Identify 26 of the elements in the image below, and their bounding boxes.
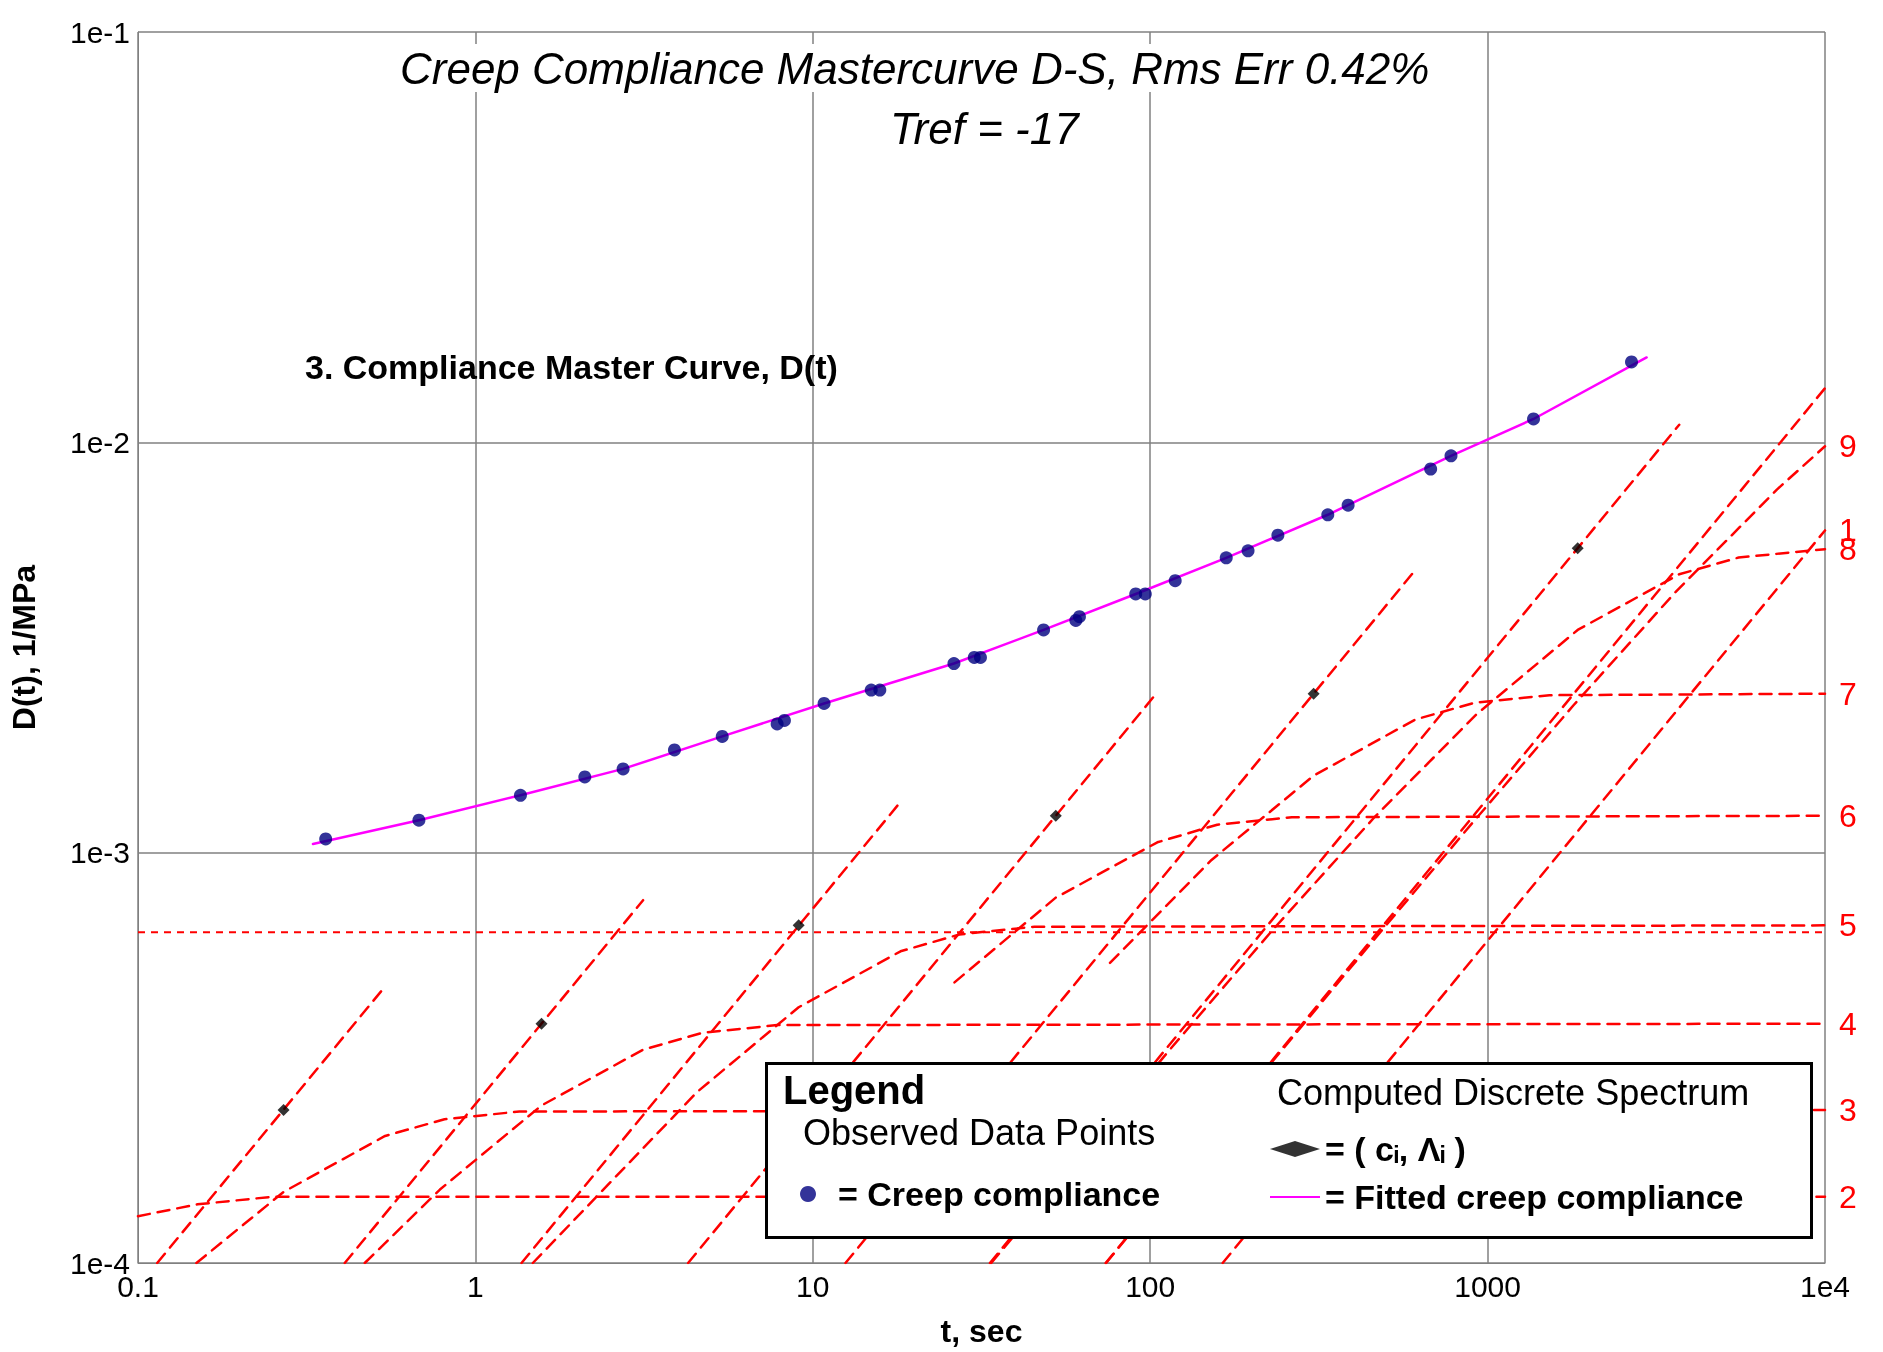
x-tick-label: 1e4	[1799, 1269, 1851, 1303]
legend-label: = Fitted creep compliance	[1325, 1178, 1744, 1216]
series-label: 4	[1839, 1005, 1857, 1042]
series-label: 2	[1839, 1178, 1857, 1215]
x-axis-title: t, sec	[940, 1313, 1023, 1349]
legend-label: = Creep compliance	[838, 1175, 1161, 1213]
series-label: 7	[1839, 675, 1857, 712]
x-tick-label: 1	[467, 1269, 484, 1303]
y-axis-title: D(t), 1/MPa	[6, 564, 42, 731]
x-tick-label: 100	[1125, 1269, 1176, 1303]
annotation: Computed Discrete Spectrum	[1277, 1071, 1750, 1113]
annotation: Observed Data Points	[803, 1111, 1156, 1153]
y-tick-label: 1e-3	[69, 836, 130, 870]
y-tick-label: 1e-1	[69, 15, 130, 49]
series-label: 9	[1839, 428, 1857, 465]
series-label: 5	[1839, 907, 1857, 944]
legend-title: Legend	[783, 1068, 926, 1112]
legend-label: = ( cᵢ, Λᵢ )	[1325, 1130, 1466, 1168]
x-tick-label: 10	[796, 1269, 830, 1303]
chart-title: Creep Compliance Mastercurve D-S, Rms Err 0.42%	[400, 43, 1430, 93]
series-label: 6	[1839, 797, 1857, 834]
annotation: 3. Compliance Master Curve, D(t)	[305, 348, 838, 386]
x-tick-label: 1000	[1454, 1269, 1521, 1303]
text: Tref = -17	[890, 103, 1081, 153]
series-label: 3	[1839, 1091, 1857, 1128]
y-tick-label: 1e-2	[69, 425, 130, 459]
